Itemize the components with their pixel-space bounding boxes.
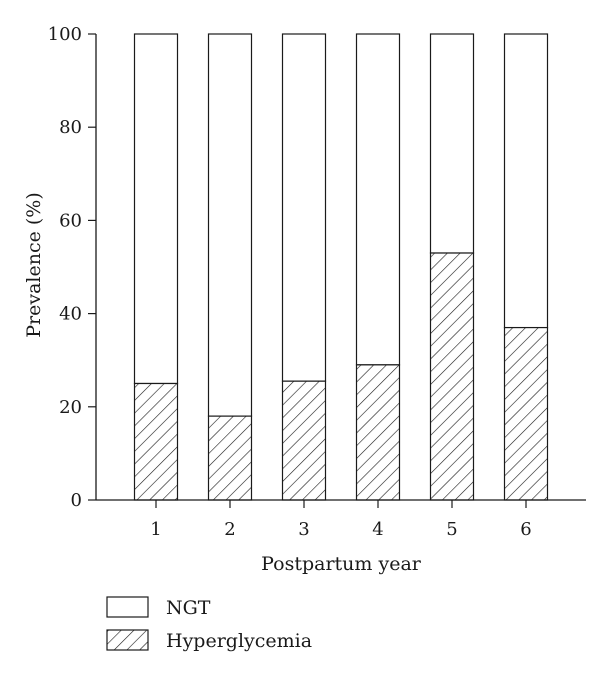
bar-hyperglycemia-year-1 (133, 382, 179, 501)
x-tick-label-1: 1 (150, 519, 161, 540)
x-tick-label-2: 2 (224, 519, 235, 540)
y-tick-label-40: 40 (59, 304, 82, 325)
y-tick-label-0: 0 (71, 490, 82, 511)
bar-ngt-year-5 (429, 33, 475, 254)
legend-label-hyperglycemia: Hyperglycemia (166, 630, 312, 652)
legend-swatch-hyperglycemia (106, 629, 149, 651)
legend-item-ngt: NGT (106, 596, 211, 619)
bar-hyperglycemia-year-2 (207, 415, 253, 501)
legend-item-hyperglycemia: Hyperglycemia (106, 629, 312, 652)
legend-label-ngt: NGT (166, 597, 211, 619)
x-tick-label-5: 5 (446, 519, 457, 540)
bar-ngt-year-3 (281, 33, 327, 382)
bar-ngt-year-6 (503, 33, 549, 329)
y-axis-title: Prevalence (%) (23, 192, 45, 338)
bar-hyperglycemia-year-4 (355, 364, 401, 501)
bar-hyperglycemia-year-3 (281, 380, 327, 501)
y-tick-label-20: 20 (59, 397, 82, 418)
x-tick-label-4: 4 (372, 519, 383, 540)
bar-ngt-year-2 (207, 33, 253, 417)
x-tick-label-6: 6 (520, 519, 531, 540)
y-tick-label-100: 100 (48, 24, 82, 45)
bar-ngt-year-4 (355, 33, 401, 366)
y-tick-label-80: 80 (59, 117, 82, 138)
legend: NGT Hyperglycemia (106, 596, 312, 652)
legend-swatch-ngt (106, 596, 149, 618)
bar-ngt-year-1 (133, 33, 179, 385)
x-tick-label-3: 3 (298, 519, 309, 540)
bar-hyperglycemia-year-5 (429, 252, 475, 501)
x-axis-title: Postpartum year (261, 553, 422, 575)
y-tick-label-60: 60 (59, 210, 82, 231)
bar-hyperglycemia-year-6 (503, 326, 549, 501)
